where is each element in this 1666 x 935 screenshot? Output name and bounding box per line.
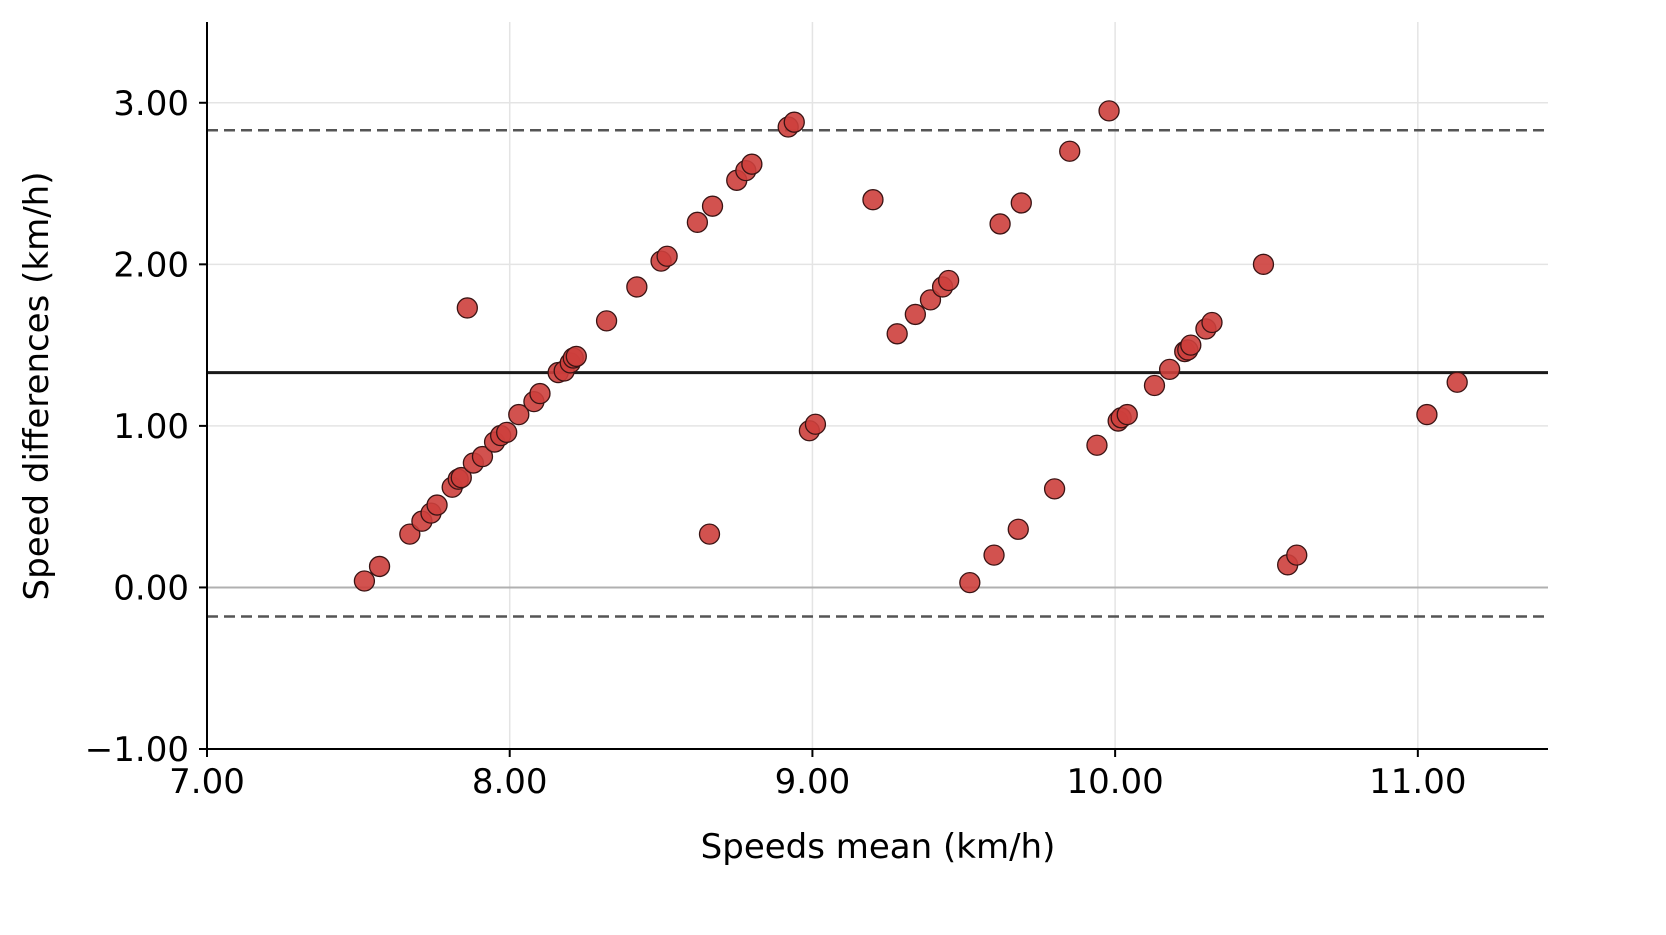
axes xyxy=(199,22,1548,757)
data-point xyxy=(983,544,1005,566)
data-point xyxy=(456,297,478,319)
y-tick-label: 1.00 xyxy=(113,407,189,447)
data-point xyxy=(1286,544,1308,566)
data-point xyxy=(741,153,763,175)
data-point xyxy=(959,571,981,594)
reference-lines xyxy=(207,128,1548,618)
x-axis-title: Speeds mean (km/h) xyxy=(701,827,1056,867)
tick-labels: 7.00 8.00 9.00 10.00 11.00 −1.00 0.00 1.00 2.00 3… xyxy=(85,84,1467,802)
data-point xyxy=(508,403,530,426)
x-tick-label: 8.00 xyxy=(472,762,548,802)
data-point xyxy=(368,555,391,578)
data-point xyxy=(701,195,724,217)
data-point xyxy=(426,494,448,516)
data-points xyxy=(353,100,1468,594)
data-point xyxy=(656,245,678,267)
data-point xyxy=(1043,478,1066,500)
data-point xyxy=(1116,403,1138,426)
data-point xyxy=(1416,403,1438,426)
data-point xyxy=(686,211,709,233)
data-point xyxy=(886,323,908,345)
data-point xyxy=(1143,374,1166,397)
x-tick-label: 10.00 xyxy=(1066,762,1163,802)
data-point xyxy=(496,421,518,444)
data-point xyxy=(595,310,618,332)
data-point xyxy=(904,303,926,326)
data-point xyxy=(862,189,884,211)
x-tick-label: 9.00 xyxy=(775,762,851,802)
data-point xyxy=(1010,192,1032,214)
y-tick-label: 2.00 xyxy=(113,245,189,285)
data-point xyxy=(1007,518,1029,540)
x-tick-label: 7.00 xyxy=(169,762,245,802)
x-tick-label: 11.00 xyxy=(1369,762,1466,802)
data-point xyxy=(1059,140,1081,162)
data-point xyxy=(565,345,587,368)
data-point xyxy=(989,213,1011,235)
data-point xyxy=(804,413,827,435)
data-point xyxy=(1180,334,1202,356)
data-point xyxy=(698,523,721,545)
data-point xyxy=(1098,100,1120,122)
data-point xyxy=(450,466,472,489)
data-point xyxy=(1158,358,1181,380)
data-point xyxy=(937,269,960,292)
data-point xyxy=(353,570,376,592)
data-point xyxy=(1086,434,1108,456)
data-point xyxy=(783,111,805,133)
data-point xyxy=(626,276,648,298)
data-point xyxy=(529,382,551,405)
y-tick-label: 3.00 xyxy=(113,84,189,124)
data-point xyxy=(471,445,494,468)
y-tick-label: 0.00 xyxy=(113,568,189,608)
data-point xyxy=(1446,371,1468,393)
data-point xyxy=(1252,253,1275,275)
y-axis-title: Speed differences (km/h) xyxy=(17,172,57,601)
y-tick-label: −1.00 xyxy=(85,730,189,770)
data-point xyxy=(1201,311,1223,334)
